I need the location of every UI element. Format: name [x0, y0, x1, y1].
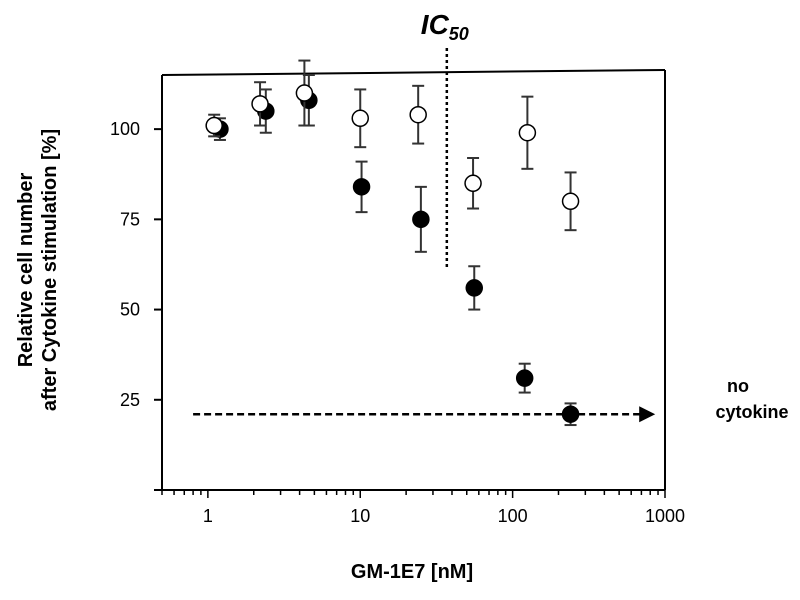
- top-frame-line: [161, 69, 666, 76]
- data-point-filled: [412, 210, 430, 229]
- no-cytokine-label-line1: no: [727, 376, 749, 396]
- y-tick-label: 50: [120, 300, 140, 320]
- series-layer: [205, 59, 580, 427]
- x-axis-title: GM-1E7 [nM]: [351, 561, 473, 583]
- y-axis-title: Relative cell number after Cytokine stim…: [15, 129, 61, 411]
- data-point-filled: [352, 178, 371, 196]
- data-point-filled: [465, 279, 484, 297]
- y-axis-title-line1: Relative cell number: [15, 173, 37, 368]
- no-cytokine-label-line2: cytokine: [715, 402, 788, 422]
- x-tick-label: 1000: [645, 506, 685, 526]
- x-tick-label: 100: [498, 506, 528, 526]
- ic50-label-sub: 50: [449, 24, 469, 44]
- data-point-open: [561, 192, 580, 211]
- x-ticks: 1 10 100 1000: [161, 490, 685, 526]
- x-tick-label: 10: [350, 506, 370, 526]
- y-tick-label: 25: [120, 390, 140, 410]
- y-ticks: 25 50 75 100: [110, 119, 162, 491]
- y-axis-title-line2: after Cytokine stimulation [%]: [39, 129, 61, 411]
- ic50-label: IC50: [421, 9, 469, 44]
- data-point-open: [464, 174, 482, 193]
- x-tick-label: 1: [203, 506, 213, 526]
- data-point-open: [295, 84, 314, 102]
- y-tick-label: 75: [120, 209, 140, 229]
- data-point-filled: [561, 405, 580, 423]
- data-point-filled: [515, 369, 534, 387]
- y-tick-label: 100: [110, 119, 140, 139]
- data-point-open: [251, 95, 269, 113]
- series-open: [205, 59, 580, 232]
- data-point-open: [351, 109, 369, 128]
- data-point-open: [409, 105, 427, 124]
- no-cytokine-arrowhead: [639, 406, 656, 423]
- data-point-open: [205, 116, 223, 135]
- ic50-label-main: IC: [421, 9, 450, 40]
- data-point-open: [518, 123, 537, 142]
